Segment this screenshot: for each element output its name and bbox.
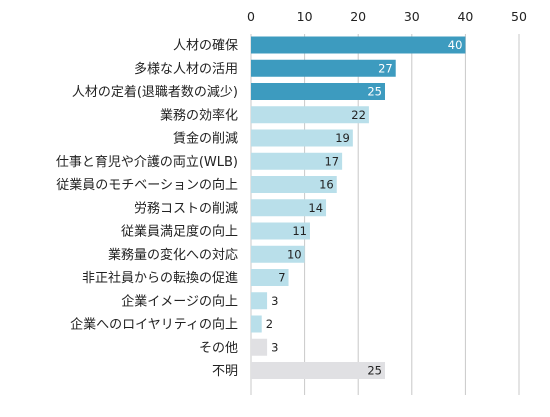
x-tick-label: 50 [511, 9, 527, 24]
value-label: 25 [367, 85, 382, 99]
value-label: 19 [335, 131, 350, 145]
value-label: 22 [351, 108, 366, 122]
category-label: 仕事と育児や介護の両立(WLB) [56, 154, 238, 170]
value-label: 40 [448, 38, 463, 52]
bar [251, 83, 385, 100]
category-label: 企業へのロイヤリティの向上 [70, 317, 238, 333]
category-label: 企業イメージの向上 [121, 293, 238, 309]
bar [251, 292, 268, 310]
category-label: 従業員のモチベーションの向上 [56, 177, 238, 193]
bar [251, 362, 385, 379]
value-label: 10 [287, 247, 302, 261]
value-label: 3 [271, 294, 278, 308]
bar [251, 199, 327, 217]
value-label: 11 [292, 224, 307, 238]
category-label: 非正社員からの転換の促進 [82, 270, 238, 286]
x-tick-label: 40 [457, 9, 473, 24]
category-label: 業務量の変化への対応 [108, 247, 238, 263]
bar [251, 36, 466, 54]
category-label: 労務コストの削減 [134, 200, 238, 216]
category-label: 人材の定着(退職者数の減少) [72, 84, 238, 100]
bar [251, 152, 343, 170]
category-label: 多様な人材の活用 [134, 61, 238, 77]
category-label: 賃金の削減 [173, 131, 238, 147]
bar [251, 176, 337, 193]
value-label: 14 [308, 201, 323, 215]
value-label: 3 [271, 340, 278, 354]
x-axis-ticks: 0 10 20 30 40 50 [247, 9, 527, 24]
value-label: 2 [266, 317, 273, 331]
bar [251, 59, 396, 77]
value-label: 27 [378, 61, 393, 75]
bar [251, 129, 353, 147]
category-label: 従業員満足度の向上 [121, 224, 238, 240]
bar [251, 106, 369, 124]
bar [251, 222, 310, 240]
bar [251, 315, 262, 333]
bars [251, 36, 466, 379]
x-tick-label: 10 [297, 9, 313, 24]
bar [251, 269, 289, 286]
category-label: その他 [199, 341, 238, 356]
category-label: 人材の確保 [173, 38, 238, 54]
value-label: 17 [324, 154, 339, 168]
bar [251, 245, 305, 263]
bar [251, 338, 268, 356]
x-tick-label: 20 [350, 9, 366, 24]
x-tick-label: 30 [404, 9, 420, 24]
category-label: 不明 [212, 364, 238, 379]
value-label: 16 [319, 178, 334, 192]
x-tick-label: 0 [247, 9, 255, 24]
category-label: 業務の効率化 [160, 107, 238, 123]
value-label: 7 [278, 271, 285, 285]
value-label: 25 [367, 364, 382, 378]
